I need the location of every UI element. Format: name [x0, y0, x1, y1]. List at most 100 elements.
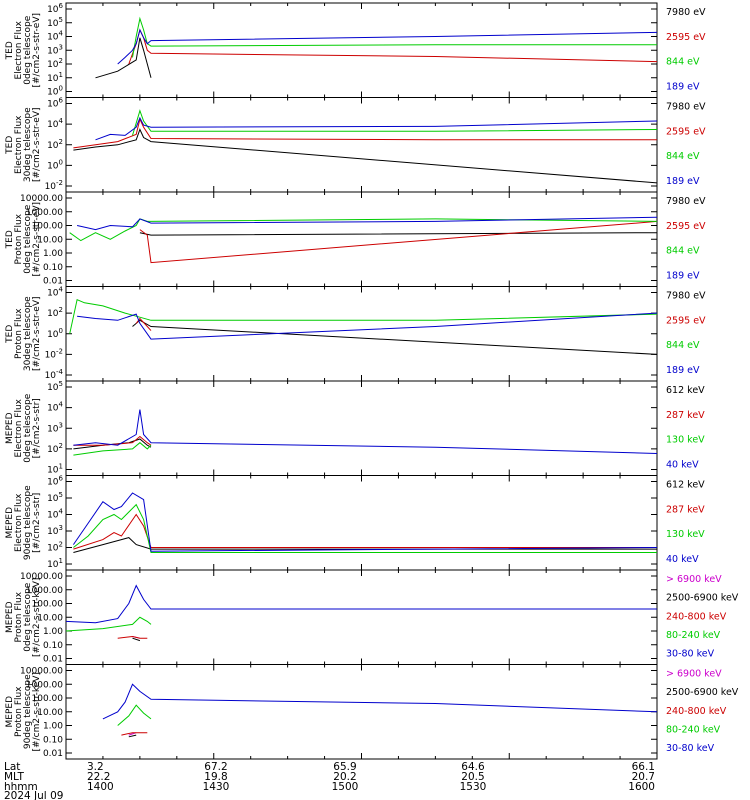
legend-entry: 844 eV	[666, 57, 700, 68]
series-line	[73, 537, 657, 553]
y-tick-label: 100	[47, 327, 63, 340]
legend-entry: 844 eV	[666, 151, 700, 162]
legend-entry: 7980 eV	[666, 7, 706, 18]
legend-entry: 80-240 keV	[666, 630, 721, 641]
y-tick-label: 1000.00	[26, 680, 63, 690]
y-tick-label: 10000.00	[20, 667, 63, 677]
legend-entry: 80-240 keV	[666, 724, 721, 735]
y-tick-exponent: 4	[59, 286, 64, 294]
y-tick-label: 106	[47, 2, 63, 15]
chart-panel: 101 102 103 104 105 106 MEPED Electron Flux 90de…	[5, 475, 705, 571]
y-axis-label: 0deg telescope	[23, 582, 33, 652]
y-tick-exponent: 5	[59, 16, 63, 24]
legend-entry: 287 keV	[666, 504, 705, 515]
y-tick-label: 105	[47, 16, 63, 29]
legend-entry: 240-800 keV	[666, 611, 727, 622]
series-line	[139, 220, 658, 264]
y-axis-label: TED	[5, 230, 15, 249]
series-line	[139, 232, 658, 236]
series-line	[132, 16, 657, 58]
y-tick-label: 1000.00	[26, 208, 63, 218]
y-tick-exponent: 4	[59, 117, 64, 125]
legend-entry: > 6900 keV	[666, 574, 722, 585]
y-axis-label: [#/cm2-s-str-eV]	[32, 107, 42, 182]
orbit-label-mlt: MLT	[4, 771, 24, 783]
orbit-label-hhmm: hhmm	[4, 781, 38, 793]
orbit-label-lat: Lat	[4, 761, 20, 773]
chart-panel: 0.01 0.10 1.00 10.00 100.00 1000.00 10000.00 ME…	[5, 664, 739, 760]
series-line	[73, 435, 152, 446]
series-line	[95, 116, 658, 141]
y-tick-exponent: 2	[59, 541, 63, 549]
legend-entry: 7980 eV	[666, 196, 706, 207]
y-axis-label: [#/cm2-s-str-keV]	[32, 578, 42, 657]
y-tick-label: 104	[47, 117, 63, 130]
y-tick-exponent: -2	[56, 347, 63, 355]
y-axis-label: MEPED	[5, 507, 15, 539]
y-tick-label: 10000.00	[20, 572, 63, 582]
series-line	[73, 503, 657, 553]
y-tick-exponent: 1	[59, 557, 63, 565]
legend-entry: 612 keV	[666, 480, 705, 491]
y-axis-label: [#/cm2-s-str-eV]	[32, 13, 42, 88]
legend-entry: 2595 eV	[666, 32, 706, 43]
y-tick-label: 104	[47, 401, 63, 414]
orbit-footer: Lat MLT hhmm 2024 Jul 09 3.2 22.2 1400 6…	[4, 761, 655, 800]
series-line	[77, 312, 658, 340]
y-tick-exponent: 6	[59, 475, 64, 483]
series-line	[135, 317, 152, 331]
panel-frame	[65, 569, 658, 665]
y-axis-label: MEPED	[5, 412, 15, 444]
y-tick-exponent: 4	[59, 401, 64, 409]
y-tick-exponent: 6	[59, 97, 64, 105]
legend-entry: 7980 eV	[666, 291, 706, 302]
y-tick-exponent: 1	[59, 463, 63, 471]
y-tick-label: 103	[47, 421, 63, 434]
y-tick-exponent: 4	[59, 508, 64, 516]
y-tick-label: 100	[47, 158, 63, 171]
y-tick-label: 0.10	[43, 263, 63, 273]
y-tick-label: 102	[47, 138, 63, 151]
orbit-hhmm-value: 1500	[332, 781, 359, 793]
y-tick-label: 1.00	[43, 722, 63, 732]
legend-entry: 2500-6900 keV	[666, 687, 739, 698]
y-axis-label: 90deg telescope	[23, 485, 33, 560]
orbit-lat-value: 66.1	[632, 761, 655, 773]
orbit-hhmm-value: 1600	[628, 781, 655, 793]
series-line	[73, 128, 658, 184]
series-line	[102, 683, 658, 720]
orbit-date: 2024 Jul 09	[4, 790, 63, 800]
y-tick-label: 1.00	[43, 249, 63, 259]
y-tick-label: 10.00	[37, 708, 63, 718]
y-tick-exponent: 3	[59, 524, 63, 532]
y-tick-label: 106	[47, 475, 63, 488]
series-line	[73, 442, 152, 456]
orbit-mlt-value: 20.7	[632, 771, 655, 783]
legend-entry: 2595 eV	[666, 315, 706, 326]
orbit-mlt-value: 20.5	[461, 771, 484, 783]
y-tick-label: 101	[47, 557, 63, 570]
y-tick-exponent: 5	[59, 380, 63, 388]
orbit-hhmm-value: 1530	[460, 781, 487, 793]
legend-entry: 189 eV	[666, 82, 700, 93]
series-line	[73, 513, 657, 550]
orbit-lat-value: 3.2	[87, 761, 104, 773]
legend-entry: 844 eV	[666, 246, 700, 257]
panel-frame	[65, 664, 658, 760]
y-tick-label: 105	[47, 491, 63, 504]
y-axis-label: [#/cm2-s-str-eV]	[32, 296, 42, 371]
series-line	[117, 28, 658, 65]
series-line	[76, 216, 658, 231]
legend-entry: 130 keV	[666, 529, 705, 540]
y-axis-label: Electron Flux	[14, 115, 24, 174]
y-tick-label: 0.01	[43, 749, 63, 759]
y-tick-label: 100.00	[32, 694, 64, 704]
y-tick-exponent: -4	[56, 368, 64, 376]
y-axis-label: Proton Flux	[14, 213, 24, 264]
y-axis-label: Proton Flux	[14, 591, 24, 642]
y-tick-label: 10-2	[45, 347, 63, 360]
y-tick-label: 102	[47, 57, 63, 70]
orbit-lat-value: 65.9	[333, 761, 356, 773]
